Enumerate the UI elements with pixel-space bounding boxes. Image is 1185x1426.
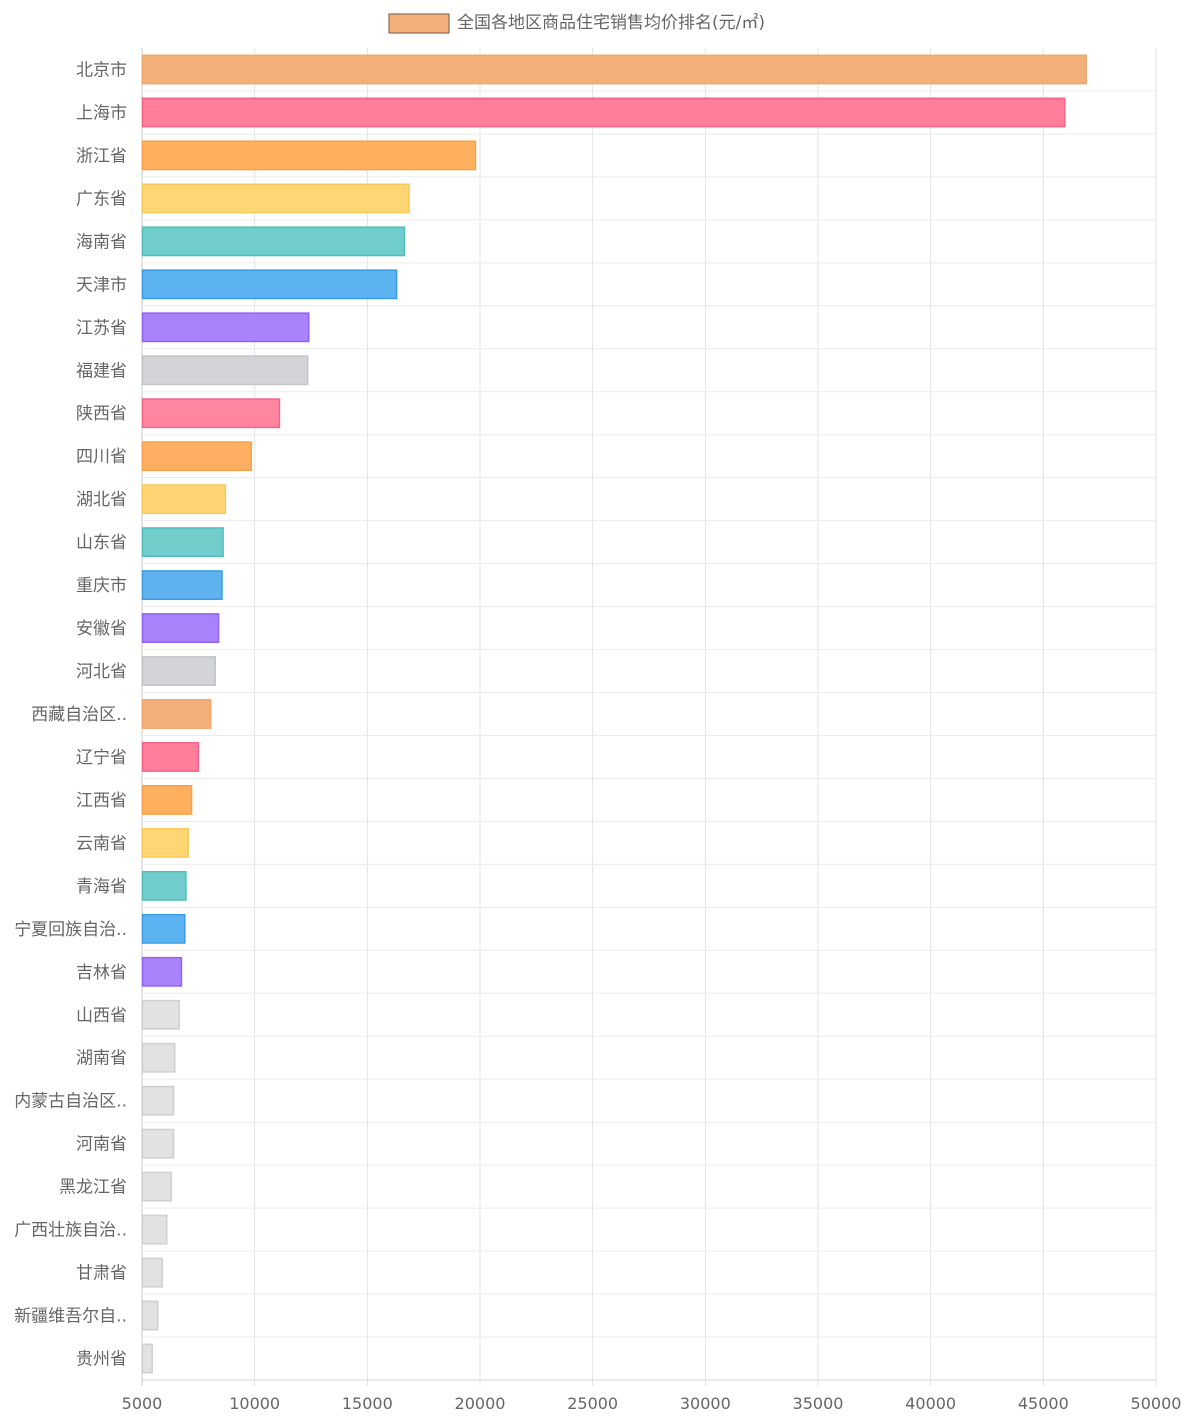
bar[interactable] — [141, 441, 253, 472]
x-tick-label: 50000 — [1131, 1394, 1182, 1413]
y-category-label: 黑龙江省 — [59, 1178, 127, 1198]
bar[interactable] — [141, 140, 477, 171]
y-category-label: 甘肃省 — [76, 1264, 127, 1284]
legend-swatch — [388, 13, 450, 34]
grid-layer — [141, 48, 1157, 1386]
y-category-label: 河南省 — [76, 1135, 127, 1155]
y-category-label: 陕西省 — [76, 404, 127, 424]
bar[interactable] — [141, 226, 406, 257]
x-tick-label: 15000 — [342, 1394, 393, 1413]
y-category-label: 山东省 — [76, 533, 127, 553]
y-category-label: 广西壮族自治.. — [14, 1221, 127, 1241]
y-category-label: 云南省 — [76, 834, 127, 854]
bar[interactable] — [141, 398, 281, 429]
y-category-label: 辽宁省 — [76, 748, 127, 768]
y-category-label: 吉林省 — [76, 963, 127, 983]
y-category-label: 新疆维吾尔自.. — [14, 1307, 127, 1327]
bar[interactable] — [141, 785, 193, 815]
y-category-label: 广东省 — [76, 189, 127, 209]
bar[interactable] — [141, 1343, 153, 1374]
y-category-label: 江苏省 — [76, 318, 127, 338]
bar[interactable] — [141, 1128, 175, 1159]
bar[interactable] — [141, 269, 398, 300]
bar[interactable] — [141, 870, 187, 901]
y-category-label: 北京市 — [76, 60, 127, 80]
bar[interactable] — [141, 742, 200, 772]
bar[interactable] — [141, 54, 1087, 85]
bar[interactable] — [141, 312, 310, 343]
bar[interactable] — [141, 956, 183, 987]
x-tick-label: 10000 — [229, 1394, 280, 1413]
bar[interactable] — [141, 484, 227, 515]
y-category-label: 青海省 — [76, 877, 127, 897]
y-category-label: 西藏自治区.. — [31, 705, 127, 725]
bar[interactable] — [141, 1300, 159, 1331]
y-category-label: 江西省 — [76, 791, 127, 811]
bar-layer — [141, 54, 1087, 1374]
bar[interactable] — [141, 1085, 175, 1116]
y-category-label: 上海市 — [76, 103, 127, 123]
bar[interactable] — [141, 827, 189, 858]
y-category-label: 河北省 — [76, 662, 127, 682]
legend[interactable]: 全国各地区商品住宅销售均价排名(元/㎡) — [388, 13, 765, 34]
x-tick-label: 40000 — [905, 1394, 956, 1413]
y-category-label: 湖北省 — [76, 490, 127, 510]
bar[interactable] — [141, 97, 1066, 128]
x-tick-label: 5000 — [122, 1394, 163, 1413]
bar[interactable] — [141, 1214, 168, 1245]
y-category-label: 天津市 — [76, 275, 127, 295]
bar[interactable] — [141, 1257, 164, 1288]
y-category-label: 内蒙古自治区.. — [14, 1092, 127, 1112]
bar[interactable] — [141, 999, 180, 1030]
legend-label: 全国各地区商品住宅销售均价排名(元/㎡) — [457, 13, 765, 33]
bar[interactable] — [141, 1171, 173, 1202]
x-tick-label: 25000 — [567, 1394, 618, 1413]
y-category-label: 宁夏回族自治.. — [14, 920, 127, 940]
y-category-label: 安徽省 — [76, 619, 127, 639]
y-category-label: 海南省 — [76, 232, 127, 252]
bar[interactable] — [141, 613, 220, 643]
bar[interactable] — [141, 913, 186, 944]
bar[interactable] — [141, 183, 410, 214]
y-category-label: 山西省 — [76, 1006, 127, 1026]
x-tick-label: 30000 — [680, 1394, 731, 1413]
y-category-label: 浙江省 — [76, 146, 127, 166]
y-category-label: 重庆市 — [76, 576, 127, 596]
bar[interactable] — [141, 355, 309, 386]
bar[interactable] — [141, 527, 224, 558]
x-tick-label: 20000 — [455, 1394, 506, 1413]
y-category-label: 湖南省 — [76, 1049, 127, 1069]
y-category-label: 福建省 — [76, 361, 127, 381]
bar[interactable] — [141, 699, 212, 729]
y-category-label: 四川省 — [76, 447, 127, 467]
y-category-label: 贵州省 — [76, 1350, 127, 1370]
bar[interactable] — [141, 570, 223, 601]
x-tick-label: 45000 — [1018, 1394, 1069, 1413]
x-tick-label: 35000 — [793, 1394, 844, 1413]
bar[interactable] — [141, 656, 216, 686]
label-layer: 5000 10000 15000 20000 25000 30000 35000 40000 4… — [14, 60, 1181, 1413]
bar[interactable] — [141, 1042, 176, 1073]
